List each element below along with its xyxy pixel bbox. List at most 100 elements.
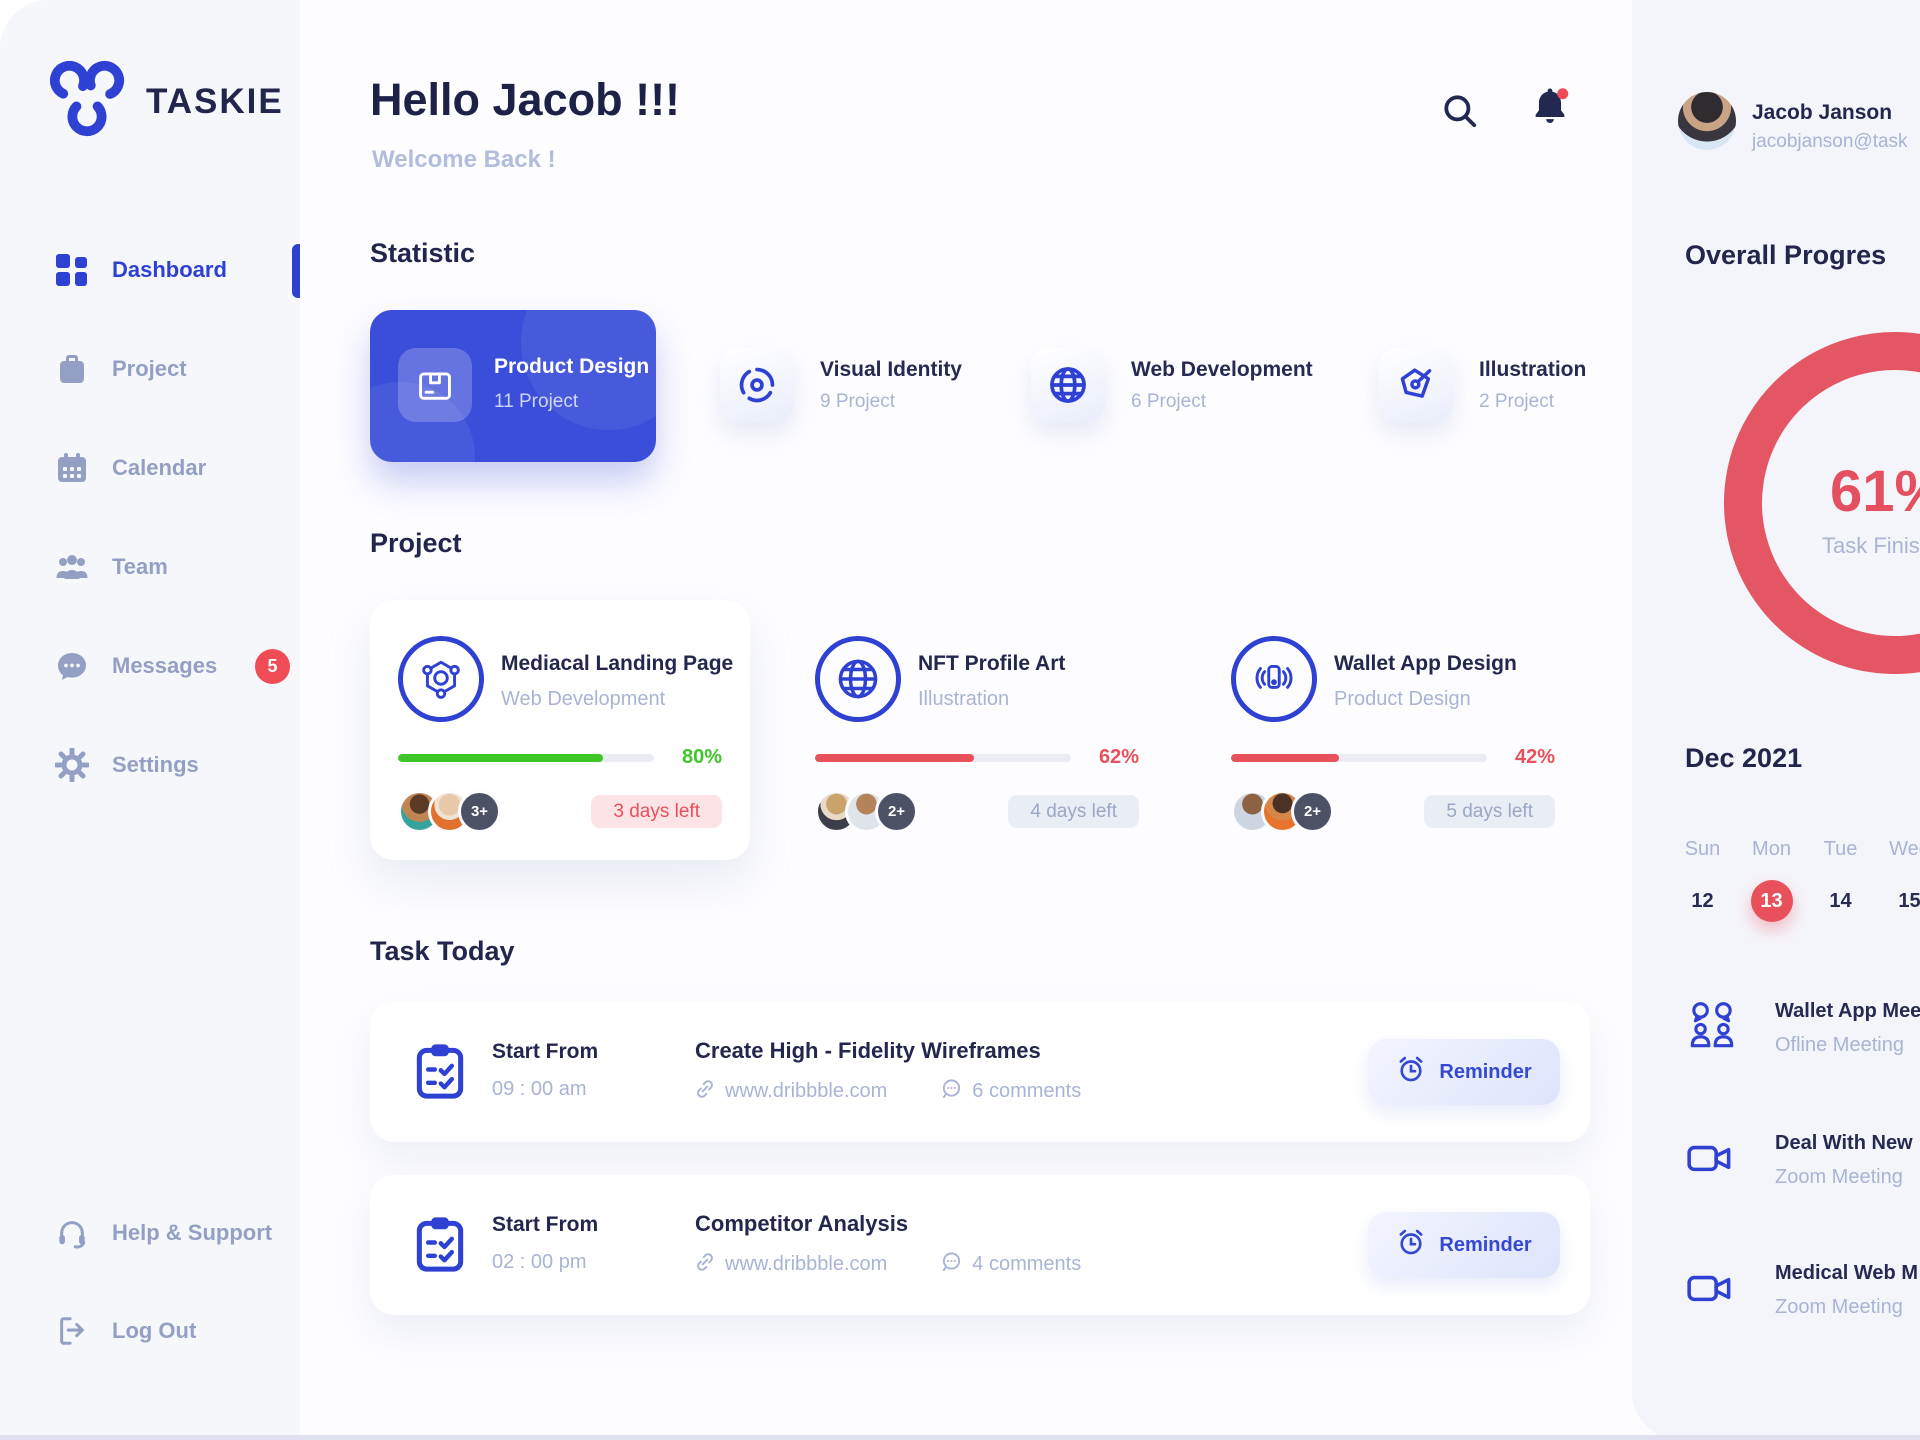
sidebar-item-dashboard[interactable]: Dashboard [55,242,290,298]
progress-fill [398,753,603,762]
calendar-dates: 12 13 14 15 [1668,880,1920,922]
sidebar-item-settings[interactable]: Settings [55,737,290,793]
sidebar-item-team[interactable]: Team [55,539,290,595]
brand: TASKIE [46,58,284,145]
stat-card-name: Illustration [1479,357,1587,381]
calendar-date-selected[interactable]: 13 [1737,880,1806,922]
task-link[interactable]: www.dribbble.com [725,1253,888,1275]
stat-card-name: Web Development [1131,357,1313,381]
avatar[interactable] [1678,92,1736,150]
extra-members-badge: 2+ [875,790,918,833]
meeting-item[interactable]: Deal With New Zoom Meeting [1685,1132,1913,1191]
stat-card-illustration[interactable]: Illustration 2 Project [1379,348,1586,422]
progress-track [815,753,1071,762]
task-time: 02 : 00 pm [492,1251,587,1273]
sidebar-item-logout[interactable]: Log Out [55,1303,290,1359]
sidebar: TASKIE Dashboard Project [0,0,300,1440]
reminder-button[interactable]: Reminder [1368,1039,1560,1105]
deadline-badge: 3 days left [591,795,722,828]
stat-card-visual-identity[interactable]: Visual Identity 9 Project [720,348,962,422]
sidebar-item-label: Calendar [112,455,207,480]
stat-card-product-design[interactable]: Product Design 11 Project [370,310,656,462]
team-icon [55,550,89,584]
stat-card-name: Visual Identity [820,357,962,381]
window-bottom-edge [0,1435,1920,1440]
video-camera-icon [1685,1132,1739,1191]
task-comments[interactable]: 4 comments [972,1253,1082,1275]
project-category: Product Design [1334,688,1471,710]
task-section-title: Task Today [370,936,515,966]
profile-email: jacobjanson@task [1752,131,1908,152]
meeting-title: Medical Web M [1775,1262,1918,1284]
calendar-date[interactable]: 12 [1691,889,1714,912]
meeting-title: Deal With New [1775,1132,1913,1154]
package-icon [398,348,472,422]
search-button[interactable] [1438,90,1482,134]
task-row[interactable]: Start From 02 : 00 pm Competitor Analysi… [370,1175,1590,1315]
sidebar-item-project[interactable]: Project [55,341,290,397]
meeting-type: Zoom Meeting [1775,1166,1903,1188]
reminder-button[interactable]: Reminder [1368,1212,1560,1278]
progress-label: 80% [681,746,722,768]
day-header: Wed [1889,838,1920,860]
reminder-button-label: Reminder [1439,1060,1532,1083]
page-title: Hello Jacob !!! [370,74,681,125]
progress-label: 42% [1514,746,1555,768]
progress-track [398,753,654,762]
project-card-nft-profile-art[interactable]: NFT Profile Art Illustration 62% 2+ 4 da… [787,600,1167,860]
sidebar-item-help-support[interactable]: Help & Support [55,1205,290,1261]
briefcase-icon [55,352,89,386]
task-start-label: Start From [492,1213,599,1236]
search-icon [1440,94,1480,134]
project-category: Web Development [501,688,666,710]
meeting-item[interactable]: Wallet App Mee Ofline Meeting [1685,1000,1920,1059]
member-avatars: 2+ [1231,790,1334,833]
deadline-badge: 4 days left [1008,795,1139,828]
sidebar-footer-nav: Help & Support Log Out [55,1205,290,1359]
video-camera-icon [1685,1262,1739,1321]
project-name: NFT Profile Art [918,652,1066,675]
deadline-badge: 5 days left [1424,795,1555,828]
sidebar-item-calendar[interactable]: Calendar [55,440,290,496]
sidebar-item-label: Messages [112,653,218,678]
overall-progress-title: Overall Progres [1685,240,1887,270]
reminder-button-label: Reminder [1439,1233,1532,1256]
gear-icon [55,748,89,782]
project-card-mediacal-landing-page[interactable]: Mediacal Landing Page Web Development 80… [370,600,750,860]
globe-icon [1031,348,1105,422]
project-card-wallet-app-design[interactable]: Wallet App Design Product Design 42% 2+ … [1203,600,1583,860]
headset-icon [55,1216,89,1250]
project-name: Wallet App Design [1334,652,1517,675]
task-comments[interactable]: 6 comments [972,1080,1082,1102]
progress-caption: Task Finis [1822,533,1920,558]
calendar-icon [55,451,89,485]
sidebar-item-messages[interactable]: Messages 5 [55,638,290,694]
progress-percent: 61% [1830,459,1920,524]
stat-card-count: 6 Project [1131,390,1206,412]
progress-row: 80% [398,746,722,769]
calendar-date[interactable]: 14 [1829,889,1852,912]
profile-name: Jacob Janson [1752,101,1893,124]
alarm-clock-icon [1396,1227,1426,1263]
logout-icon [55,1314,89,1348]
sidebar-item-label: Team [112,554,168,579]
meeting-item[interactable]: Medical Web M Zoom Meeting [1685,1262,1918,1321]
calendar-month: Dec 2021 [1685,743,1803,773]
calendar-date[interactable]: 15 [1898,889,1920,912]
project-section-title: Project [370,528,462,558]
stat-card-web-development[interactable]: Web Development 6 Project [1031,348,1313,422]
sidebar-item-label: Log Out [112,1318,197,1343]
clipboard-check-icon [410,1213,470,1280]
comment-icon [941,1251,962,1278]
task-row[interactable]: Start From 09 : 00 am Create High - Fide… [370,1002,1590,1142]
meeting-type: Zoom Meeting [1775,1296,1903,1318]
meeting-type: Ofline Meeting [1775,1034,1904,1056]
notifications-button[interactable] [1528,86,1572,130]
people-chat-icon [1685,1000,1739,1059]
task-link[interactable]: www.dribbble.com [725,1080,888,1102]
task-start-label: Start From [492,1040,599,1063]
progress-donut-chart [1724,332,1920,674]
meeting-title: Wallet App Mee [1775,1000,1920,1022]
project-name: Mediacal Landing Page [501,652,734,675]
